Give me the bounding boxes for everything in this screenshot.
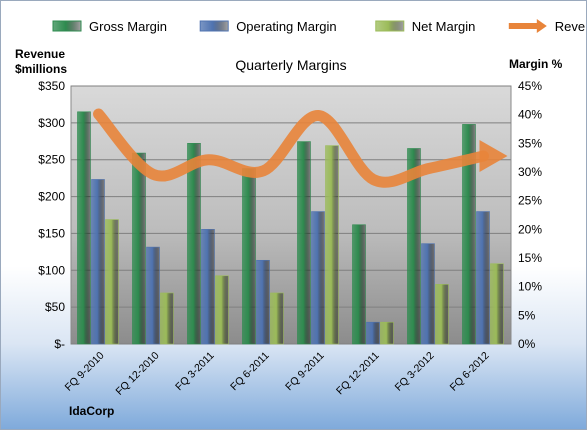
legend-label: Operating Margin (236, 19, 336, 34)
x-tick-label: FQ 9-2011 (283, 350, 327, 394)
y-right-axis-label: Margin % (509, 57, 563, 71)
y-left-tick-label: $300 (38, 116, 65, 130)
x-tick-label: FQ 3-2011 (173, 350, 217, 394)
legend-swatch (375, 20, 405, 32)
legend-label: Net Margin (412, 19, 476, 34)
y-left-axis-label: $millions (15, 62, 67, 76)
y-left-tick-label: $350 (38, 79, 65, 93)
x-tick-label: FQ 3-2012 (393, 350, 437, 394)
y-right-tick-label: 45% (518, 79, 542, 93)
bar-operating-margin (91, 179, 105, 345)
y-right-tick-label: 15% (518, 251, 542, 265)
bar-net-margin (105, 219, 119, 345)
bar-net-margin (215, 275, 229, 345)
bar-operating-margin (201, 229, 215, 345)
x-tick-label: FQ 12-2011 (334, 350, 382, 398)
legend-swatch (52, 20, 82, 32)
y-left-tick-label: $150 (38, 226, 65, 240)
bar-gross-margin (242, 168, 256, 345)
bar-operating-margin (366, 321, 380, 345)
y-right-tick-label: 0% (518, 337, 536, 351)
x-tick-label: FQ 6-2011 (228, 350, 272, 394)
y-right-tick-label: 40% (518, 108, 542, 122)
bar-operating-margin (256, 259, 270, 345)
bar-gross-margin (77, 111, 91, 345)
revenues-line-arrowhead (479, 140, 508, 173)
legend-label: Gross Margin (89, 19, 167, 34)
bar-gross-margin (132, 152, 146, 345)
bar-net-margin (435, 284, 449, 345)
y-left-tick-label: $- (54, 337, 65, 351)
x-tick-label: FQ 6-2012 (448, 350, 492, 394)
y-right-tick-label: 20% (518, 222, 542, 236)
bar-operating-margin (311, 211, 325, 345)
y-right-tick-label: 25% (518, 194, 542, 208)
bar-gross-margin (297, 141, 311, 345)
y-left-tick-label: $100 (38, 263, 65, 277)
x-tick-label: FQ 9-2010 (63, 350, 107, 394)
bar-gross-margin (407, 148, 421, 345)
bar-net-margin (160, 292, 174, 345)
y-right-tick-label: 10% (518, 280, 542, 294)
bar-operating-margin (421, 243, 435, 345)
chart-title: Quarterly Margins (235, 57, 346, 73)
bar-gross-margin (462, 124, 476, 345)
company-label: IdaCorp (69, 404, 114, 418)
bar-operating-margin (476, 211, 490, 345)
x-tick-label: FQ 12-2010 (114, 350, 162, 398)
y-left-tick-label: $200 (38, 190, 65, 204)
bar-gross-margin (352, 224, 366, 345)
bar-net-margin (490, 263, 504, 345)
legend-arrow-revenues (536, 19, 547, 33)
legend-label: Revenues (555, 19, 586, 34)
bar-operating-margin (146, 246, 160, 345)
y-right-tick-label: 35% (518, 136, 542, 150)
bar-net-margin (270, 292, 284, 345)
bar-net-margin (325, 145, 339, 345)
revenues-line (93, 108, 489, 188)
y-left-tick-label: $250 (38, 153, 65, 167)
y-left-tick-label: $50 (45, 300, 65, 314)
y-right-tick-label: 5% (518, 308, 536, 322)
bar-net-margin (380, 321, 394, 345)
y-right-tick-label: 30% (518, 165, 542, 179)
bar-gross-margin (187, 143, 201, 345)
legend-swatch (199, 20, 229, 32)
y-left-axis-label: Revenue (15, 47, 65, 61)
